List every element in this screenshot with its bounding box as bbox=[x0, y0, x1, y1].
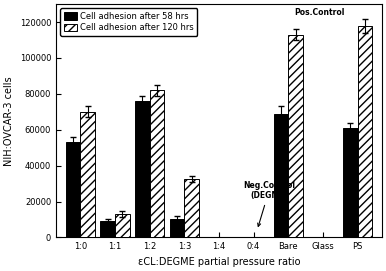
Text: Neg.Control
(DEGME): Neg.Control (DEGME) bbox=[243, 180, 295, 226]
Bar bbox=[66, 142, 80, 237]
Bar bbox=[288, 35, 303, 237]
Bar bbox=[274, 114, 288, 237]
Text: Pos.Control: Pos.Control bbox=[294, 8, 345, 17]
X-axis label: εCL:DEGME partial pressure ratio: εCL:DEGME partial pressure ratio bbox=[138, 257, 300, 267]
Legend: Cell adhesion after 58 hrs, Cell adhesion after 120 hrs: Cell adhesion after 58 hrs, Cell adhesio… bbox=[60, 8, 197, 36]
Bar bbox=[184, 179, 199, 237]
Bar bbox=[150, 90, 164, 237]
Bar bbox=[100, 221, 115, 237]
Bar bbox=[343, 128, 357, 237]
Bar bbox=[357, 26, 372, 237]
Bar bbox=[170, 219, 184, 237]
Bar bbox=[115, 214, 130, 237]
Bar bbox=[80, 112, 95, 237]
Y-axis label: NIH:OVCAR-3 cells: NIH:OVCAR-3 cells bbox=[4, 76, 14, 166]
Bar bbox=[135, 101, 150, 237]
